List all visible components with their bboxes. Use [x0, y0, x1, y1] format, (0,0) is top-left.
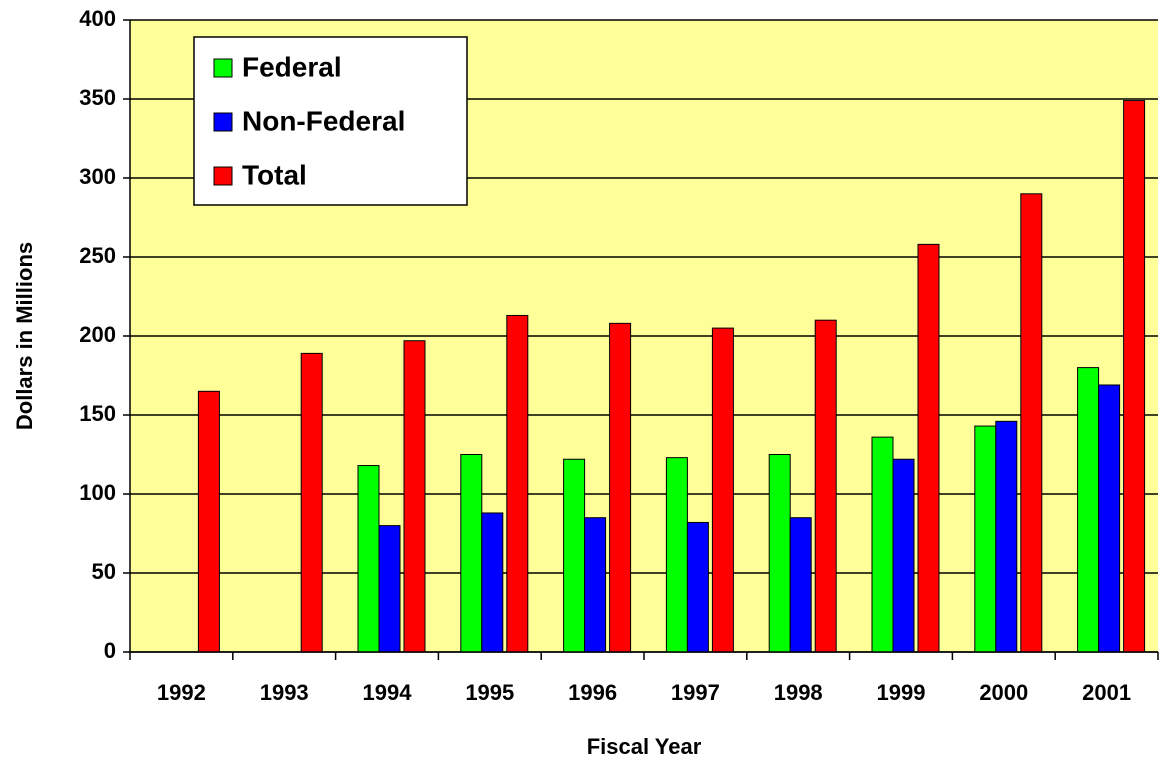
bar	[871, 436, 894, 653]
bar	[789, 517, 812, 653]
bar	[378, 525, 401, 653]
y-tick-label: 100	[79, 480, 116, 505]
y-tick-label: 200	[79, 322, 116, 347]
legend-swatch	[213, 166, 233, 186]
legend-box	[193, 36, 468, 206]
x-tick-label: 1995	[465, 680, 514, 705]
bar	[197, 390, 220, 653]
bar	[460, 454, 483, 653]
y-tick-label: 250	[79, 243, 116, 268]
bar	[300, 352, 323, 653]
bar	[1123, 100, 1146, 653]
y-tick-label: 300	[79, 164, 116, 189]
bar	[403, 340, 426, 653]
bar	[917, 243, 940, 653]
x-tick-label: 1999	[877, 680, 926, 705]
bar	[506, 314, 529, 653]
x-tick-label: 1997	[671, 680, 720, 705]
bar	[1077, 367, 1100, 653]
legend-label: Total	[242, 159, 307, 190]
x-tick-label: 1998	[774, 680, 823, 705]
bar	[665, 457, 688, 653]
bar	[974, 425, 997, 653]
bar	[1098, 384, 1121, 653]
y-tick-label: 50	[92, 559, 116, 584]
bar	[711, 327, 734, 653]
bar	[1020, 193, 1043, 653]
bar	[995, 420, 1018, 653]
bar	[814, 319, 837, 653]
bar	[686, 521, 709, 653]
y-tick-label: 400	[79, 6, 116, 31]
x-tick-label: 2001	[1082, 680, 1131, 705]
x-axis-label: Fiscal Year	[587, 734, 702, 759]
bar	[892, 458, 915, 653]
x-tick-label: 1992	[157, 680, 206, 705]
bar	[609, 322, 632, 653]
bar	[768, 454, 791, 653]
bar	[563, 458, 586, 653]
x-tick-label: 2000	[979, 680, 1028, 705]
bar	[584, 517, 607, 653]
legend-label: Non-Federal	[242, 105, 405, 136]
legend-swatch	[213, 58, 233, 78]
x-tick-label: 1994	[363, 680, 413, 705]
x-tick-label: 1993	[260, 680, 309, 705]
y-axis-label: Dollars in Millions	[12, 242, 37, 430]
legend-label: Federal	[242, 51, 342, 82]
bar	[481, 512, 504, 653]
bar	[357, 465, 380, 653]
y-tick-label: 0	[104, 638, 116, 663]
legend-swatch	[213, 112, 233, 132]
y-tick-label: 150	[79, 401, 116, 426]
x-tick-label: 1996	[568, 680, 617, 705]
y-tick-label: 350	[79, 85, 116, 110]
